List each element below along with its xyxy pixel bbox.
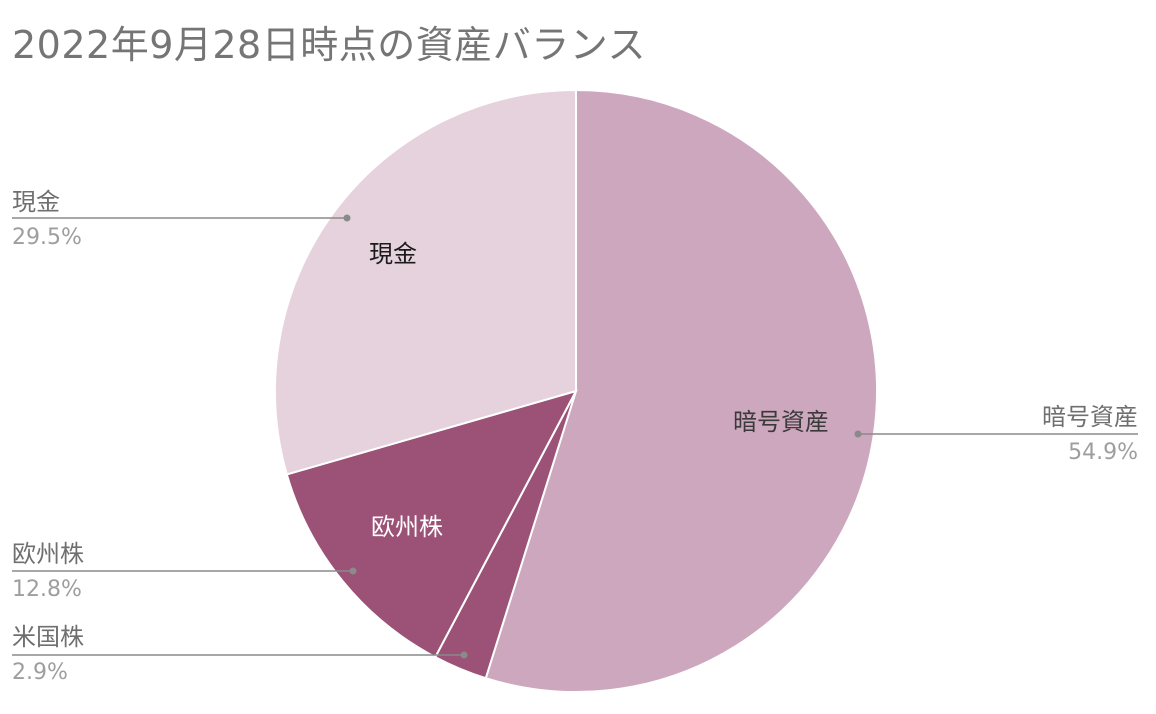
leader-dot-3 <box>343 214 351 222</box>
slice-name-label-3: 現金 <box>12 188 60 216</box>
slice-inner-label-0: 暗号資産 <box>733 408 829 436</box>
slice-percent-label-0: 54.9% <box>1068 440 1138 465</box>
slice-name-label-1: 米国株 <box>12 623 84 651</box>
slice-inner-label-3: 現金 <box>369 240 417 268</box>
leader-dot-1 <box>460 651 468 659</box>
slice-name-label-0: 暗号資産 <box>1042 403 1138 431</box>
pie-slice-2 <box>285 389 578 659</box>
leader-dot-2 <box>349 567 357 575</box>
pie-slice-0 <box>484 88 878 693</box>
slice-percent-label-2: 12.8% <box>12 577 82 602</box>
slices <box>274 88 878 693</box>
leader-dot-0 <box>854 430 862 438</box>
slice-inner-label-2: 欧州株 <box>371 513 443 541</box>
pie-slice-3 <box>274 88 577 476</box>
chart-title: 2022年9月28日時点の資産バランス <box>12 23 646 67</box>
slice-name-label-2: 欧州株 <box>12 540 84 568</box>
slice-percent-label-3: 29.5% <box>12 225 82 250</box>
slice-percent-label-1: 2.9% <box>12 660 68 685</box>
